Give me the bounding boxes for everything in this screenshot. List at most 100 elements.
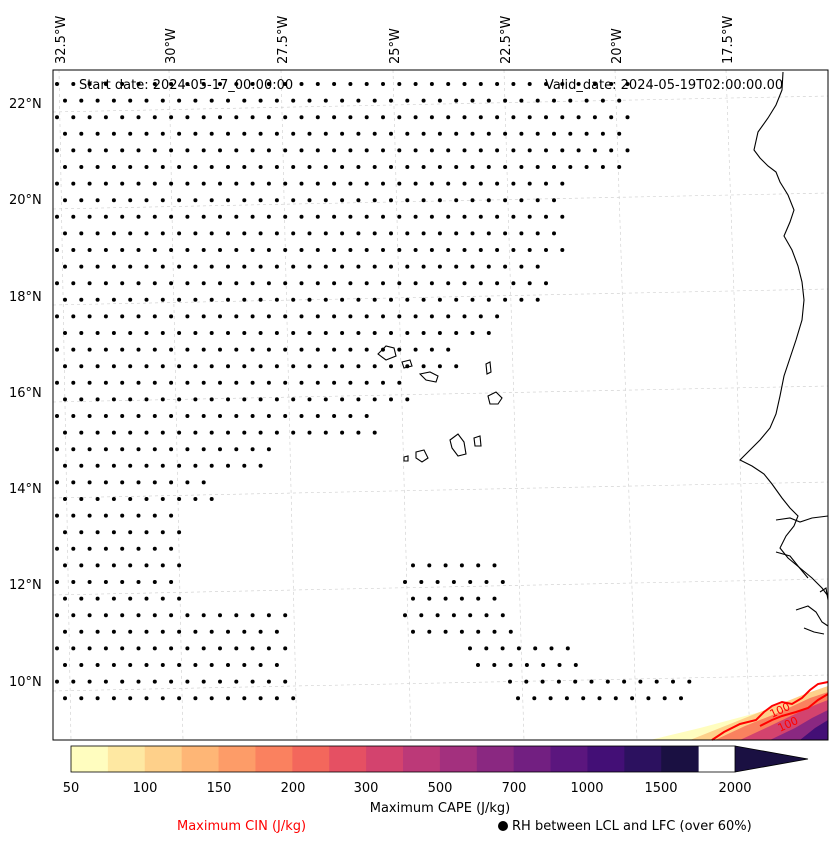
rh-dot	[356, 98, 361, 103]
rh-dot	[185, 347, 190, 352]
rh-dot	[283, 115, 288, 120]
rh-dot	[413, 115, 418, 120]
rh-dot	[266, 646, 271, 651]
rh-dot	[266, 613, 271, 618]
rh-dot	[87, 480, 92, 485]
colorbar-extend	[735, 746, 808, 772]
rh-dot	[356, 364, 361, 369]
rh-dot	[152, 281, 157, 286]
rh-dot	[576, 82, 581, 86]
rh-dot	[671, 679, 675, 684]
rh-dot	[226, 364, 230, 369]
rh-dot	[630, 696, 635, 701]
rh-dot	[560, 82, 565, 86]
rh-dot	[111, 497, 116, 501]
rh-dot	[527, 214, 532, 219]
colorbar-tick: 200	[280, 781, 306, 796]
rh-dot	[283, 181, 288, 186]
rh-dot	[315, 248, 320, 252]
rh-dot	[323, 264, 328, 269]
rh-dot	[266, 181, 271, 186]
rh-dot	[95, 331, 100, 335]
rh-dot	[185, 82, 190, 86]
rh-dot	[258, 397, 263, 402]
rh-dot	[364, 148, 369, 153]
rh-dot	[250, 281, 255, 286]
rh-dot	[55, 414, 59, 418]
rh-dot	[160, 596, 165, 601]
rh-dot	[609, 115, 614, 120]
rh-dot	[177, 696, 182, 701]
rh-dot	[299, 115, 304, 120]
rh-dot	[193, 463, 198, 468]
rh-dot	[103, 115, 108, 120]
rh-dot	[274, 98, 279, 103]
rh-dot	[429, 115, 434, 120]
rh-dot	[462, 281, 467, 286]
rh-dot	[95, 198, 100, 203]
colorbar-segment	[366, 746, 404, 772]
rh-dot	[71, 679, 76, 684]
rh-dot	[348, 380, 353, 385]
rh-dot	[470, 231, 475, 236]
rh-dot	[622, 679, 627, 684]
rh-dot	[234, 82, 239, 86]
rh-dot	[250, 414, 255, 418]
rh-dot	[356, 165, 361, 169]
rh-dot	[470, 131, 475, 136]
lon-label: 22.5°W	[499, 15, 514, 64]
rh-dot	[201, 214, 206, 219]
colorbar-segment	[292, 746, 330, 772]
rh-dot	[535, 98, 540, 103]
rh-dot	[503, 231, 508, 236]
rh-dot	[136, 414, 141, 418]
colorbar-label: Maximum CAPE (J/kg)	[369, 801, 511, 816]
rh-dot	[356, 231, 361, 236]
rh-dot	[592, 148, 597, 153]
rh-dot	[87, 214, 92, 219]
rh-dot	[459, 563, 464, 568]
rh-dot	[71, 480, 76, 485]
rh-dot	[177, 98, 182, 103]
rh-dot	[226, 297, 230, 302]
rh-dot	[160, 463, 165, 468]
rh-dot	[405, 297, 410, 302]
rh-dot	[372, 331, 377, 335]
rh-dot	[185, 679, 190, 684]
rh-dot	[454, 231, 459, 236]
rh-dot	[266, 380, 271, 385]
rh-dot	[323, 98, 328, 103]
rh-dot	[503, 131, 508, 136]
rh-dot	[679, 696, 683, 701]
rh-dot	[152, 679, 157, 684]
lon-label: 20°W	[610, 28, 625, 64]
rh-dot	[307, 264, 312, 269]
rh-dot	[274, 131, 279, 136]
rh-dot	[242, 264, 247, 269]
rh-dot	[299, 314, 304, 319]
rh-dot	[250, 646, 255, 651]
rh-dot	[340, 397, 345, 402]
rh-dot	[152, 82, 157, 86]
rh-dot	[160, 663, 165, 667]
cape-fill	[650, 686, 828, 740]
rh-dot	[152, 580, 157, 584]
cape-verde-sao-nicolau	[418, 371, 439, 383]
rh-dot	[111, 397, 116, 402]
rh-dot	[468, 646, 472, 651]
cape-verde-brava	[403, 455, 409, 462]
rh-dot	[63, 364, 67, 369]
rh-dot	[609, 148, 614, 153]
rh-dot	[209, 165, 214, 169]
rh-dot	[103, 447, 108, 452]
rh-dot	[185, 314, 190, 319]
rh-dot	[55, 679, 59, 684]
rh-dot	[397, 347, 402, 352]
rh-dot	[71, 347, 76, 352]
rh-dot	[451, 580, 456, 584]
rh-dot	[201, 679, 206, 684]
rh-dot	[446, 281, 451, 286]
rh-dot	[226, 629, 230, 634]
rh-dot	[348, 181, 353, 186]
rh-dot	[552, 165, 556, 169]
